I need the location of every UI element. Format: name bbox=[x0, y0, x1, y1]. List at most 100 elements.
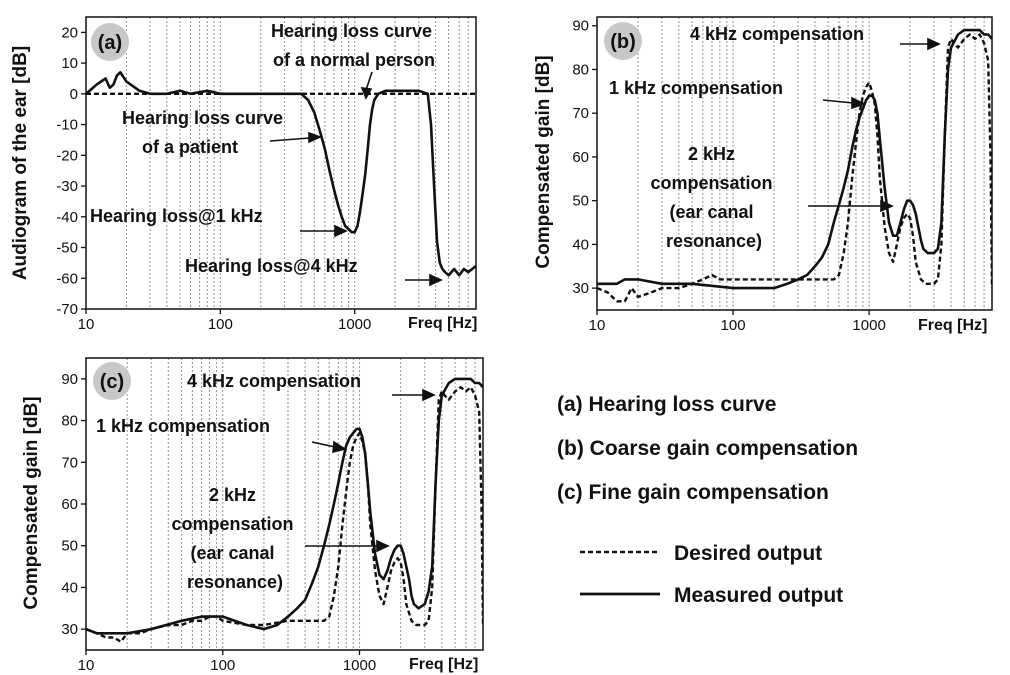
panel-a-arrowhead-patient bbox=[308, 131, 323, 144]
panel-c-arrows bbox=[305, 388, 436, 553]
legend-label-desired: Desired output bbox=[674, 542, 822, 565]
panel-a-ytick-label: -70 bbox=[56, 301, 78, 318]
panel-b-grid bbox=[637, 17, 985, 310]
panel-b-annotation-2khz-line-4: resonance) bbox=[666, 231, 762, 251]
panel-b-ytick-label: 30 bbox=[572, 280, 589, 297]
panel-c-badge bbox=[93, 362, 131, 400]
panel-c-xtick-label: 100 bbox=[210, 657, 235, 674]
panel-b: (b) 90 80 70 60 50 40 30 10 100 1000 Compensated… bbox=[533, 16, 993, 334]
caption-c: (c) Fine gain compensation bbox=[557, 481, 829, 504]
panel-c-ytick-label: 60 bbox=[61, 496, 78, 513]
panel-c-ytick-label: 30 bbox=[61, 621, 78, 638]
panel-a-xtick-label: 1000 bbox=[338, 316, 371, 333]
panel-b-arrow-1khz bbox=[822, 99, 854, 104]
panel-b-badge bbox=[604, 22, 642, 60]
panel-b-xticks: 10 100 1000 bbox=[589, 310, 886, 334]
panel-b-ytick-label: 60 bbox=[572, 149, 589, 166]
panel-c-grid bbox=[126, 358, 476, 650]
panel-c-ytick-label: 70 bbox=[61, 454, 78, 471]
panel-b-series bbox=[597, 28, 992, 303]
panel-c-yticks: 90 80 70 60 50 40 30 bbox=[61, 371, 86, 638]
panel-a-annotation-normal: Hearing loss curve of a normal person bbox=[271, 21, 437, 70]
panel-a-badge-label: (a) bbox=[98, 32, 122, 54]
panel-c-series bbox=[86, 377, 483, 643]
panel-a-annotation-normal-line-2: of a normal person bbox=[273, 50, 435, 70]
panel-c-y-axis-label: Compensated gain [dB] bbox=[21, 396, 42, 609]
panel-b-ytick-label: 80 bbox=[572, 61, 589, 78]
panel-a-annotation-normal-line-1: Hearing loss curve bbox=[271, 21, 432, 41]
panel-b-plot-frame bbox=[596, 16, 993, 311]
panel-a-ytick-label: 20 bbox=[61, 24, 78, 41]
panel-c-ytick-label: 40 bbox=[61, 579, 78, 596]
panel-a-arrowhead-1khz bbox=[334, 224, 348, 238]
panel-c-xtick-label: 1000 bbox=[343, 657, 376, 674]
panel-a-y-axis-label: Audiogram of the ear [dB] bbox=[10, 46, 31, 280]
panel-a-xtick-label: 100 bbox=[208, 316, 233, 333]
panel-a-grid bbox=[125, 17, 469, 309]
panel-b-ytick-label: 90 bbox=[572, 18, 589, 35]
panel-a-series bbox=[86, 71, 476, 277]
panel-b-arrowhead-1khz bbox=[851, 96, 867, 110]
panel-a-arrowhead-4khz bbox=[429, 273, 443, 287]
panel-c-series-solid-line bbox=[86, 377, 483, 635]
panel-a-ytick-label: -20 bbox=[56, 147, 78, 164]
panel-a-ytick-label: -10 bbox=[56, 117, 78, 134]
panel-b-x-axis-label: Freq [Hz] bbox=[918, 317, 987, 334]
panel-a-plot-frame bbox=[85, 16, 477, 310]
panel-a-annotation-patient-line-1: Hearing loss curve bbox=[122, 108, 283, 128]
panel-b-series-solid-line bbox=[597, 28, 992, 290]
panel-c-ytick-label: 90 bbox=[61, 371, 78, 388]
panel-c: (c) 90 80 70 60 50 40 30 10 100 1000 Compensated… bbox=[21, 357, 484, 674]
panel-b-annotation-2khz-line-3: (ear canal bbox=[669, 202, 753, 222]
panel-a-arrow-normal bbox=[365, 71, 373, 91]
panel-a-ytick-label: 0 bbox=[70, 86, 78, 103]
panel-a-xticks: 10 100 1000 bbox=[78, 309, 371, 333]
panel-b-arrows bbox=[808, 37, 941, 213]
panel-b-annotation-4khz: 4 kHz compensation bbox=[690, 24, 864, 44]
panel-c-arrow-1khz bbox=[311, 441, 336, 448]
panel-b-annotation-2khz-line-2: compensation bbox=[650, 173, 772, 193]
panel-c-xticks: 10 100 1000 bbox=[78, 650, 376, 674]
panel-c-annotation-4khz: 4 kHz compensation bbox=[187, 371, 361, 391]
panel-c-badge-label: (c) bbox=[100, 371, 124, 393]
panel-b-xtick-label: 10 bbox=[589, 317, 606, 334]
panel-a-arrows bbox=[269, 71, 443, 287]
panel-a-arrow-patient bbox=[269, 137, 311, 142]
panel-a-ytick-label: -30 bbox=[56, 178, 78, 195]
panel-a-ytick-label: 10 bbox=[61, 55, 78, 72]
panel-c-annotation-2khz: 2 kHz compensation (ear canal resonance) bbox=[171, 485, 298, 592]
panel-c-arrowhead-1khz bbox=[332, 440, 348, 454]
panel-a-annotation-1khz: Hearing loss@1 kHz bbox=[90, 206, 263, 226]
panel-b-xtick-label: 1000 bbox=[852, 317, 885, 334]
panel-a-annotation-patient: Hearing loss curve of a patient bbox=[122, 108, 288, 157]
legend: Desired output Measured output bbox=[580, 542, 843, 607]
panel-b-series-dashed-line bbox=[597, 33, 992, 303]
panel-c-annotation-2khz-line-2: compensation bbox=[171, 514, 293, 534]
panel-a-ytick-label: -40 bbox=[56, 209, 78, 226]
panel-c-annotation-1khz: 1 kHz compensation bbox=[96, 416, 270, 436]
panel-b-annotation-2khz: 2 kHz compensation (ear canal resonance) bbox=[650, 144, 777, 251]
panel-c-arrowhead-2khz bbox=[376, 539, 390, 553]
panel-c-x-axis-label: Freq [Hz] bbox=[409, 656, 478, 673]
panel-b-ytick-label: 40 bbox=[572, 236, 589, 253]
panel-b-arrowhead-4khz bbox=[927, 37, 941, 51]
panel-b-ytick-label: 70 bbox=[572, 105, 589, 122]
panel-c-annotation-2khz-line-4: resonance) bbox=[187, 572, 283, 592]
panel-c-annotation-2khz-line-1: 2 kHz bbox=[209, 485, 256, 505]
panel-a-badge bbox=[91, 23, 129, 61]
panel-c-arrowhead-4khz bbox=[422, 388, 436, 402]
panel-b-arrowhead-2khz bbox=[880, 199, 894, 213]
panel-c-ytick-label: 50 bbox=[61, 538, 78, 555]
panel-a-xtick-label: 10 bbox=[78, 316, 95, 333]
caption-a: (a) Hearing loss curve bbox=[557, 393, 776, 416]
panel-a-annotation-patient-line-2: of a patient bbox=[142, 137, 238, 157]
panel-b-badge-label: (b) bbox=[610, 31, 636, 53]
panel-b-xtick-label: 100 bbox=[721, 317, 746, 334]
caption-b: (b) Coarse gain compensation bbox=[557, 437, 858, 460]
panel-b-annotation-2khz-line-1: 2 kHz bbox=[688, 144, 735, 164]
panel-b-yticks: 90 80 70 60 50 40 30 bbox=[572, 18, 597, 297]
panel-b-y-axis-label: Compensated gain [dB] bbox=[533, 55, 554, 268]
panel-a-ytick-label: -60 bbox=[56, 270, 78, 287]
panel-a-series-solid-line bbox=[86, 71, 476, 277]
captions: (a) Hearing loss curve (b) Coarse gain c… bbox=[557, 393, 858, 504]
